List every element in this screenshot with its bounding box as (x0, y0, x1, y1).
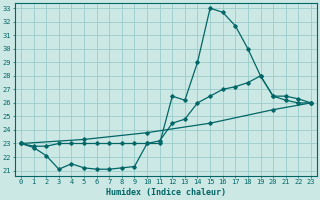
X-axis label: Humidex (Indice chaleur): Humidex (Indice chaleur) (106, 188, 226, 197)
